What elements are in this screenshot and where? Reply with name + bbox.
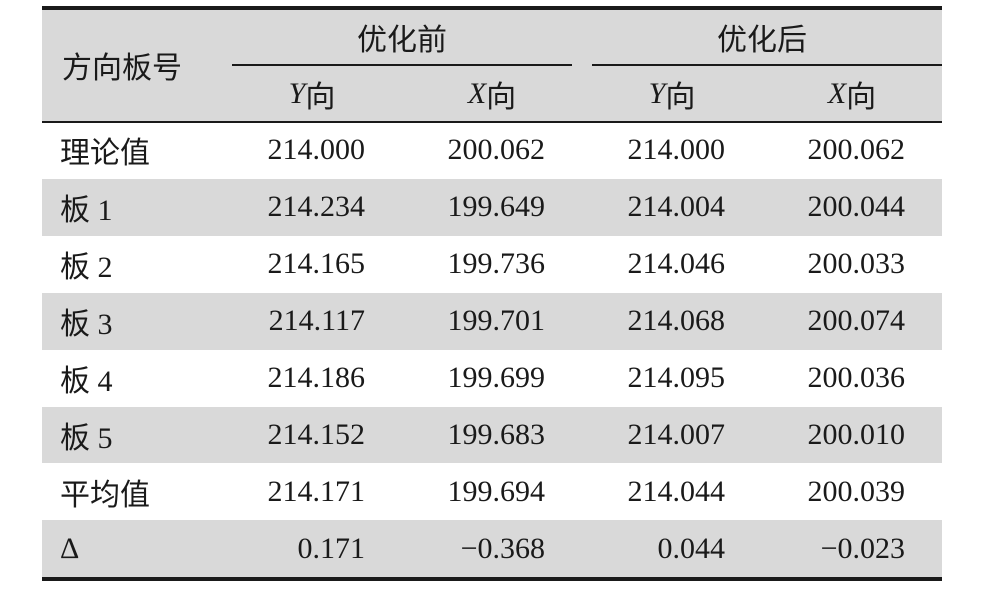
value-cell: 199.694 <box>447 474 546 508</box>
row-label: 平均值 <box>60 478 150 512</box>
value-cell: 214.117 <box>268 304 365 338</box>
value-cell: 214.095 <box>627 361 726 395</box>
group-header: 优化后 <box>717 24 807 57</box>
value-cell: 214.234 <box>267 190 366 224</box>
row-label: 板 5 <box>60 421 113 455</box>
group-header: 优化前 <box>357 24 447 57</box>
direction-label: 向 <box>305 81 336 114</box>
row-label: 板 1 <box>60 194 113 228</box>
corner-header: 方向板号 <box>62 52 182 85</box>
axis-letter: X <box>467 77 487 110</box>
value-cell: 0.171 <box>297 531 366 565</box>
top-rule <box>42 6 942 10</box>
row-background <box>42 178 942 236</box>
value-cell: 214.007 <box>627 417 726 451</box>
value-cell: 0.044 <box>657 531 726 565</box>
header-rule <box>42 121 942 123</box>
value-cell: 200.062 <box>447 133 546 167</box>
axis-letter: X <box>827 77 847 110</box>
value-cell: 199.736 <box>447 247 546 281</box>
value-cell: 200.039 <box>807 474 906 508</box>
value-cell: 214.171 <box>267 474 366 508</box>
value-cell: 200.074 <box>807 304 906 338</box>
value-cell: 214.152 <box>267 417 366 451</box>
value-cell: 214.044 <box>627 474 726 508</box>
direction-label: 向 <box>846 81 877 114</box>
row-background <box>42 292 942 350</box>
value-cell: 200.033 <box>807 247 906 281</box>
row-label: Δ <box>60 531 80 565</box>
direction-label: 向 <box>486 81 517 114</box>
value-cell: 199.699 <box>447 361 546 395</box>
value-cell: 214.165 <box>267 247 366 281</box>
value-cell: 200.010 <box>807 417 906 451</box>
row-background <box>42 520 942 578</box>
value-cell: −0.023 <box>820 531 905 565</box>
value-cell: 214.186 <box>267 361 366 395</box>
value-cell: 200.062 <box>807 133 906 167</box>
value-cell: 200.036 <box>807 361 906 395</box>
value-cell: 214.000 <box>627 133 726 167</box>
row-label: 板 2 <box>60 251 113 285</box>
bottom-rule <box>42 577 942 582</box>
value-cell: 214.004 <box>627 190 726 224</box>
axis-letter: Y <box>648 77 666 110</box>
value-cell: 200.044 <box>807 190 906 224</box>
value-cell: 199.701 <box>447 304 546 338</box>
row-label: 板 4 <box>60 365 113 399</box>
value-cell: 214.046 <box>627 247 726 281</box>
direction-label: 向 <box>665 81 696 114</box>
group-rule <box>592 64 942 66</box>
row-label: 板 3 <box>60 308 113 342</box>
group-rule <box>232 64 572 66</box>
value-cell: −0.368 <box>460 531 545 565</box>
value-cell: 199.683 <box>447 417 546 451</box>
row-background <box>42 406 942 464</box>
value-cell: 214.000 <box>267 133 366 167</box>
axis-letter: Y <box>288 77 306 110</box>
row-label: 理论值 <box>60 137 150 171</box>
value-cell: 214.068 <box>627 304 726 338</box>
value-cell: 199.649 <box>447 190 546 224</box>
